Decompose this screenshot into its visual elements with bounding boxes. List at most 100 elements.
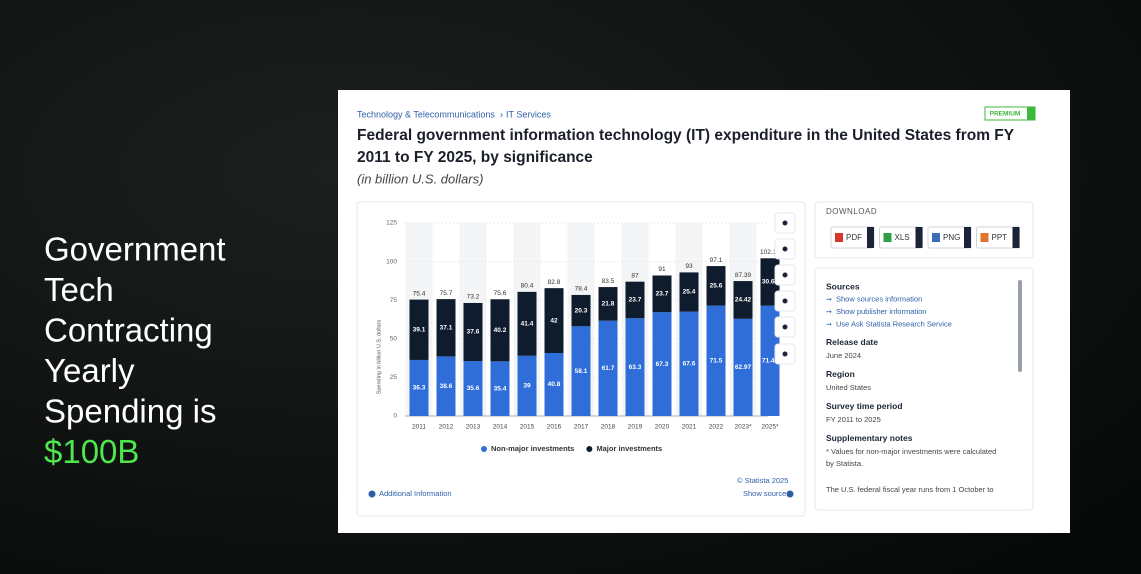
- tool-glyph: [782, 298, 788, 304]
- link-arrow: ➞: [826, 296, 832, 303]
- legend-swatch: [586, 446, 593, 452]
- download-label: DOWNLOAD: [826, 207, 877, 216]
- bar-segment: [598, 320, 618, 416]
- y-tick-label: 75: [390, 297, 398, 304]
- legend-swatch: [481, 446, 487, 452]
- info-heading: Sources: [826, 281, 860, 291]
- file-icon: [835, 233, 843, 242]
- y-tick-label: 50: [390, 336, 398, 343]
- value-label: 39: [523, 383, 531, 390]
- info-link[interactable]: Show publisher information: [836, 307, 926, 316]
- bar-segment: [409, 359, 429, 416]
- button-caret: [867, 227, 874, 248]
- info-link[interactable]: Show sources information: [836, 294, 922, 303]
- breadcrumb: Technology & Telecommunications: [357, 109, 495, 119]
- tool-glyph: [782, 246, 788, 252]
- breadcrumb[interactable]: IT Services: [506, 109, 551, 119]
- x-tick-label: 2016: [547, 424, 562, 431]
- value-label: 40.2: [494, 327, 507, 334]
- value-label: 37.1: [440, 324, 453, 331]
- bar-segment: [625, 318, 645, 416]
- total-label: 87.39: [735, 272, 752, 279]
- info-heading: Survey time period: [826, 401, 903, 411]
- value-label: 58.1: [575, 368, 588, 375]
- value-label: 38.6: [440, 383, 453, 390]
- bar-segment: [652, 275, 672, 313]
- total-label: 97.1: [710, 257, 723, 264]
- value-label: 71.5: [710, 358, 723, 365]
- total-label: 83.5: [602, 278, 615, 285]
- y-tick-label: 100: [386, 258, 397, 265]
- value-label: 20.3: [575, 307, 588, 314]
- file-icon: [883, 233, 892, 242]
- chart-title: Federal government information technolog…: [357, 127, 1014, 166]
- subtitle: (in billion U.S. dollars): [357, 171, 483, 186]
- bar-segment: [706, 266, 726, 306]
- value-label: 67.3: [656, 361, 669, 368]
- bar-segment: [598, 287, 618, 321]
- value-label: 42: [550, 317, 558, 324]
- total-label: 75.6: [494, 290, 507, 297]
- heading-highlight: $100B: [44, 433, 139, 470]
- bar-segment: [679, 311, 699, 416]
- total-label: 102.14: [760, 249, 780, 256]
- copyright: © Statista 2025: [737, 476, 788, 485]
- legend-label: Major investments: [596, 444, 662, 453]
- download-text: PNG: [943, 233, 960, 242]
- info-link[interactable]: Use Ask Statista Research Service: [836, 319, 952, 328]
- value-label: 23.7: [656, 291, 669, 298]
- x-tick-label: 2011: [412, 424, 426, 431]
- info-value: June 2024: [826, 351, 861, 360]
- value-label: 23.7: [629, 297, 642, 304]
- x-tick-label: 2021: [682, 424, 697, 431]
- info-heading: Region: [826, 369, 855, 379]
- total-label: 75.4: [413, 290, 426, 297]
- note-line: by Statista.: [826, 459, 863, 468]
- additional-info[interactable]: Additional Information: [379, 489, 452, 498]
- value-label: 36.3: [413, 385, 426, 392]
- value-label: 61.7: [602, 365, 615, 372]
- show-source[interactable]: Show source: [743, 489, 786, 498]
- value-label: 63.3: [629, 364, 642, 371]
- link-arrow: ➞: [826, 309, 832, 316]
- value-label: 41.4: [521, 321, 534, 328]
- x-tick-label: 2025*: [762, 424, 779, 431]
- bar-segment: [436, 356, 456, 416]
- info-heading: Release date: [826, 337, 878, 347]
- badge-text: PREMIUM: [990, 111, 1021, 118]
- value-label: 35.4: [494, 385, 507, 392]
- y-axis-label: Spending in billion U.S. dollars: [376, 319, 382, 394]
- bar-segment: [544, 353, 564, 416]
- heading-line: Spending is: [44, 393, 216, 430]
- x-tick-label: 2018: [601, 424, 616, 431]
- total-label: 75.7: [440, 290, 453, 297]
- value-label: 25.4: [683, 289, 696, 296]
- button-caret: [1012, 227, 1020, 248]
- value-label: 62.97: [735, 364, 752, 371]
- bar-segment: [409, 299, 429, 360]
- y-tick-label: 125: [386, 220, 397, 227]
- bar-segment: [517, 355, 537, 416]
- total-label: 73.2: [467, 294, 480, 301]
- file-icon: [980, 233, 989, 242]
- bar-segment: [571, 326, 591, 416]
- info-heading: Supplementary notes: [826, 433, 913, 443]
- info-value: FY 2011 to 2025: [826, 415, 881, 424]
- x-tick-label: 2014: [493, 424, 508, 431]
- legend-label: Non-major investments: [491, 444, 574, 453]
- button-caret: [964, 227, 971, 248]
- note-line: The U.S. federal fiscal year runs from 1…: [826, 485, 994, 494]
- tool-glyph: [782, 351, 788, 357]
- file-icon: [932, 233, 940, 242]
- breadcrumb-sep: ›: [500, 109, 503, 119]
- total-label: 82.8: [548, 279, 561, 286]
- bar-segment: [490, 299, 510, 362]
- total-label: 93: [685, 263, 693, 270]
- bar-segment: [517, 291, 537, 356]
- x-tick-label: 2015: [520, 424, 535, 431]
- total-label: 80.4: [521, 283, 534, 290]
- value-label: 35.6: [467, 385, 480, 392]
- x-tick-label: 2020: [655, 424, 670, 431]
